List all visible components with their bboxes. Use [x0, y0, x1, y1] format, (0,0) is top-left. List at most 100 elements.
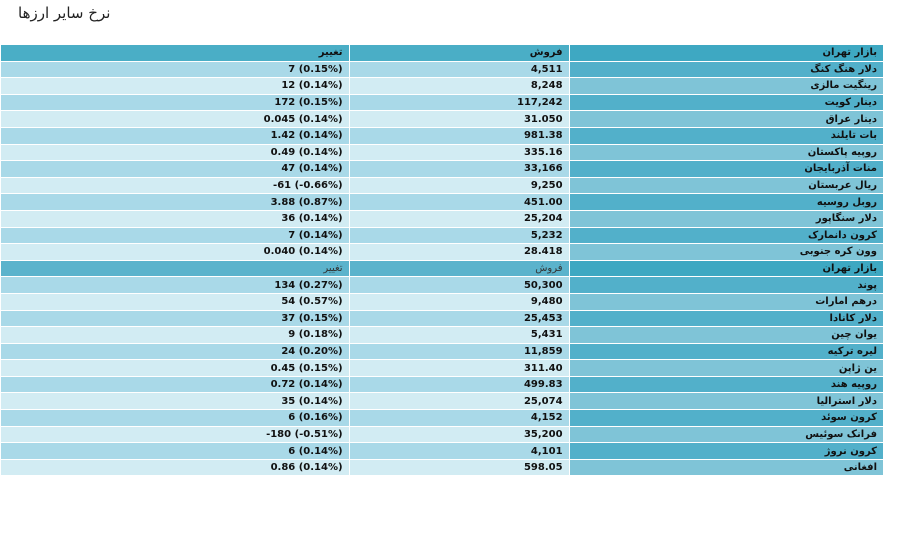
change-cell: 12 (0.14%) [1, 78, 349, 94]
currency-name-cell: یوان چین [569, 327, 883, 343]
change-cell: 36 (0.14%) [1, 210, 349, 227]
change-cell: 7 (0.14%) [1, 227, 349, 244]
change-cell: 1.42 (0.14%) [1, 127, 349, 144]
change-cell: 172 (0.15%) [1, 94, 349, 111]
table-row: 47 (0.14%) 33,166 منات آذربایجان [1, 161, 883, 177]
currency-name-cell: کرون دانمارک [569, 227, 883, 244]
table-row: 24 (0.20%) 11,859 لیره ترکیه [1, 343, 883, 360]
change-cell: 54 (0.57%) [1, 293, 349, 310]
sell-cell: 8,248 [349, 78, 569, 94]
change-cell: 9 (0.18%) [1, 327, 349, 343]
change-cell: 0.45 (0.15%) [1, 360, 349, 376]
sell-cell: 981.38 [349, 127, 569, 144]
table-row: 0.49 (0.14%) 335.16 روپیه پاکستان [1, 144, 883, 161]
currency-name-cell: دلار سنگاپور [569, 210, 883, 227]
currency-name-cell: لیره ترکیه [569, 343, 883, 360]
sell-cell: 33,166 [349, 161, 569, 177]
subheader-change: تغییر [1, 260, 349, 277]
sell-cell: 598.05 [349, 459, 569, 476]
currency-name-cell: روپیه هند [569, 376, 883, 393]
sell-cell: 9,250 [349, 177, 569, 194]
sell-cell: 4,152 [349, 410, 569, 426]
table-row: 37 (0.15%) 25,453 دلار کانادا [1, 310, 883, 327]
table-row: 0.040 (0.14%) 28.418 وون کره جنوبی [1, 244, 883, 260]
sell-cell: 9,480 [349, 293, 569, 310]
change-cell: 0.72 (0.14%) [1, 376, 349, 393]
header-change: تغییر [1, 45, 349, 61]
currency-name-cell: منات آذربایجان [569, 161, 883, 177]
change-cell: 134 (0.27%) [1, 277, 349, 293]
change-cell: 37 (0.15%) [1, 310, 349, 327]
currency-name-cell: درهم امارات [569, 293, 883, 310]
table-row: 6 (0.16%) 4,152 کرون سوئد [1, 410, 883, 426]
currency-name-cell: ریال عربستان [569, 177, 883, 194]
table-row: 0.045 (0.14%) 31.050 دینار عراق [1, 111, 883, 127]
currency-name-cell: روبل روسیه [569, 194, 883, 210]
table-row: 9 (0.18%) 5,431 یوان چین [1, 327, 883, 343]
change-cell: 7 (0.15%) [1, 61, 349, 78]
change-cell: 3.88 (0.87%) [1, 194, 349, 210]
sell-cell: 25,204 [349, 210, 569, 227]
subheader-sell: فروش [349, 260, 569, 277]
sell-cell: 11,859 [349, 343, 569, 360]
table-row: -180 (-0.51%) 35,200 فرانک سوئیس [1, 426, 883, 443]
currency-name-cell: دلار هنگ کنگ [569, 61, 883, 78]
currency-name-cell: کرون سوئد [569, 410, 883, 426]
change-cell: 0.045 (0.14%) [1, 111, 349, 127]
currency-name-cell: پوند [569, 277, 883, 293]
change-cell: 47 (0.14%) [1, 161, 349, 177]
sell-cell: 50,300 [349, 277, 569, 293]
change-cell: -61 (-0.66%) [1, 177, 349, 194]
table-row: -61 (-0.66%) 9,250 ریال عربستان [1, 177, 883, 194]
sell-cell: 4,511 [349, 61, 569, 78]
table-row: 0.45 (0.15%) 311.40 ین ژاپن [1, 360, 883, 376]
currency-name-cell: بات تایلند [569, 127, 883, 144]
table-row: 35 (0.14%) 25,074 دلار استرالیا [1, 393, 883, 410]
change-cell: 6 (0.14%) [1, 443, 349, 459]
change-cell: 6 (0.16%) [1, 410, 349, 426]
table-row: 1.42 (0.14%) 981.38 بات تایلند [1, 127, 883, 144]
sell-cell: 5,431 [349, 327, 569, 343]
change-cell: 0.86 (0.14%) [1, 459, 349, 476]
table-row: 6 (0.14%) 4,101 کرون نروژ [1, 443, 883, 459]
currency-name-cell: دینار کویت [569, 94, 883, 111]
currency-name-cell: کرون نروژ [569, 443, 883, 459]
sell-cell: 25,453 [349, 310, 569, 327]
sell-cell: 335.16 [349, 144, 569, 161]
change-cell: 0.040 (0.14%) [1, 244, 349, 260]
table-header-row: تغییر فروش بازار تهران [1, 45, 883, 61]
header-sell: فروش [349, 45, 569, 61]
change-cell: 24 (0.20%) [1, 343, 349, 360]
currency-name-cell: رینگیت مالزی [569, 78, 883, 94]
table-row: 172 (0.15%) 117,242 دینار کویت [1, 94, 883, 111]
sell-cell: 311.40 [349, 360, 569, 376]
change-cell: 0.49 (0.14%) [1, 144, 349, 161]
change-cell: -180 (-0.51%) [1, 426, 349, 443]
table-row: 36 (0.14%) 25,204 دلار سنگاپور [1, 210, 883, 227]
table-row: 0.72 (0.14%) 499.83 روپیه هند [1, 376, 883, 393]
sell-cell: 35,200 [349, 426, 569, 443]
subheader-market: بازار تهران [569, 260, 883, 277]
currency-name-cell: ین ژاپن [569, 360, 883, 376]
sell-cell: 499.83 [349, 376, 569, 393]
currency-rate-table: تغییر فروش بازار تهران 7 (0.15%) 4,511 دلا… [0, 44, 884, 476]
table-row: 7 (0.14%) 5,232 کرون دانمارک [1, 227, 883, 244]
currency-name-cell: روپیه پاکستان [569, 144, 883, 161]
currency-name-cell: دلار کانادا [569, 310, 883, 327]
currency-name-cell: وون کره جنوبی [569, 244, 883, 260]
sell-cell: 5,232 [349, 227, 569, 244]
sell-cell: 117,242 [349, 94, 569, 111]
table-row: 7 (0.15%) 4,511 دلار هنگ کنگ [1, 61, 883, 78]
table-row: 3.88 (0.87%) 451.00 روبل روسیه [1, 194, 883, 210]
page-title: نرخ سایر ارزها [18, 4, 111, 22]
change-cell: 35 (0.14%) [1, 393, 349, 410]
sell-cell: 451.00 [349, 194, 569, 210]
currency-name-cell: افغانی [569, 459, 883, 476]
table-row: 12 (0.14%) 8,248 رینگیت مالزی [1, 78, 883, 94]
sell-cell: 28.418 [349, 244, 569, 260]
currency-name-cell: فرانک سوئیس [569, 426, 883, 443]
sell-cell: 4,101 [349, 443, 569, 459]
currency-name-cell: دینار عراق [569, 111, 883, 127]
currency-name-cell: دلار استرالیا [569, 393, 883, 410]
sell-cell: 25,074 [349, 393, 569, 410]
